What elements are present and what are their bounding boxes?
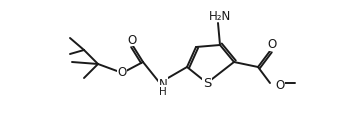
Text: O: O — [267, 38, 276, 51]
Text: H₂N: H₂N — [209, 9, 231, 22]
Text: O: O — [275, 79, 284, 92]
Text: O: O — [117, 65, 127, 78]
Text: H: H — [159, 86, 167, 96]
Text: S: S — [203, 77, 211, 90]
Text: O: O — [127, 33, 137, 46]
Text: N: N — [158, 78, 167, 91]
